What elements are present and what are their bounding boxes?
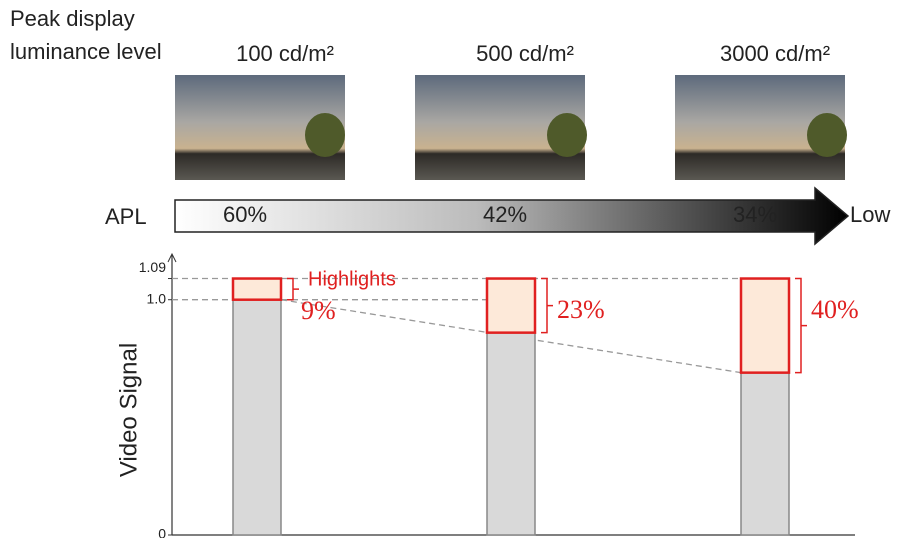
- apl-label: APL: [105, 204, 147, 229]
- bracket: [287, 277, 299, 301]
- series-label: Highlights: [308, 268, 396, 290]
- value-label: 9%: [301, 296, 336, 325]
- apl-end: Low: [850, 202, 890, 227]
- value-label: 40%: [811, 295, 859, 324]
- bracket: [795, 277, 807, 374]
- column-heading: 100 cd/m²: [236, 41, 334, 66]
- y-tick-label: 1.09: [139, 259, 166, 275]
- bar: [740, 371, 790, 536]
- highlight-bar: [739, 277, 791, 374]
- bracket: [541, 277, 553, 334]
- apl-value: 60%: [223, 202, 267, 227]
- apl-value: 34%: [733, 202, 777, 227]
- bar: [486, 331, 536, 536]
- y-axis-title: Video Signal: [115, 343, 142, 477]
- header-line: Peak display: [10, 6, 135, 31]
- highlight-bar: [485, 277, 537, 334]
- photos: [175, 75, 847, 180]
- y-tick-label: 1.0: [147, 290, 167, 306]
- y-tick-label: 0: [158, 526, 166, 538]
- value-label: 23%: [557, 295, 605, 324]
- y-axis-arrow: [167, 252, 177, 263]
- header-line: luminance level: [10, 39, 162, 64]
- column-heading: 500 cd/m²: [476, 41, 574, 66]
- bar: [232, 298, 282, 536]
- column-heading: 3000 cd/m²: [720, 41, 830, 66]
- highlight-bar: [231, 277, 283, 301]
- apl-value: 42%: [483, 202, 527, 227]
- apl-arrow: [174, 186, 850, 246]
